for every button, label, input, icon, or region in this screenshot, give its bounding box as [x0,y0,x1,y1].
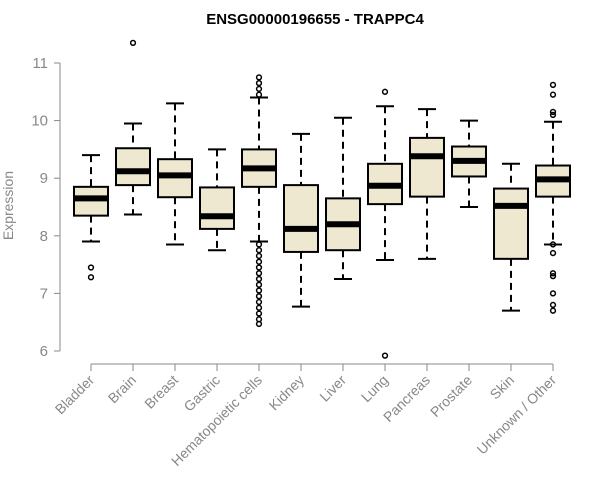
box-iqr [115,147,151,187]
box-iqr [199,186,235,230]
outlier-point [381,352,389,359]
box-iqr [409,136,445,198]
outlier-point [549,108,557,116]
x-tick-label: Breast [141,372,181,412]
y-tick-label: 6 [40,343,48,360]
x-tick-label: Bladder [52,372,98,418]
box-iqr [493,187,529,260]
box-prostate [451,119,487,208]
y-tick-label: 9 [40,170,48,187]
box-brain [115,39,151,216]
box-skin [493,162,529,312]
box-gastric [199,148,235,252]
y-tick-label: 10 [31,113,48,130]
outlier-point [255,91,263,98]
y-tick-label: 7 [40,285,48,302]
outlier-point [129,39,137,46]
chart-title: ENSG00000196655 - TRAPPC4 [206,11,424,28]
y-axis: 6 7 8 9 10 11 [31,55,60,360]
outlier-point [87,264,95,271]
outlier-point [255,287,263,294]
x-tick-label: Skin [487,372,518,403]
box-series [73,39,571,359]
box-hematopoietic-cells [241,74,277,328]
outlier-point [255,320,263,328]
outlier-point [255,270,263,277]
outlier-point [549,272,557,280]
outlier-point [255,74,263,81]
box-lung [367,88,403,359]
outlier-point [255,252,263,260]
box-breast [157,102,193,246]
outlier-point [255,275,263,283]
outlier-point [549,307,557,314]
x-tick-label: Lung [358,372,391,405]
outlier-point [549,270,557,277]
x-tick-label: Unknown / Other [474,372,560,458]
outlier-point [549,111,557,118]
x-tick-label: Prostate [427,372,475,420]
outlier-point [255,310,263,317]
outlier-point [549,91,557,98]
y-axis-label: Expression [0,171,16,240]
y-tick-label: 11 [32,55,48,72]
outlier-point [549,81,557,89]
outlier-point [87,274,95,281]
box-iqr [283,184,319,253]
outlier-point [549,301,557,309]
outlier-point [255,80,263,87]
outlier-point [381,88,389,95]
box-bladder [73,154,109,281]
box-pancreas [409,108,445,260]
outlier-point [255,304,263,311]
outlier-point [255,293,263,300]
x-tick-label: Pancreas [380,372,433,425]
x-tick-label: Liver [316,372,349,405]
outlier-point [549,249,557,257]
x-tick-label: Kidney [266,372,308,414]
outlier-point [549,241,557,248]
outlier-point [549,290,557,297]
outlier-point [255,85,263,93]
outlier-point [255,281,263,288]
box-liver [325,116,361,280]
outlier-point [255,258,263,265]
x-tick-label: Brain [105,372,139,406]
outlier-point [255,264,263,271]
outlier-point [255,298,263,306]
box-kidney [283,132,319,308]
box-unknown-other [535,81,571,314]
y-tick-label: 8 [40,228,48,245]
outlier-point [255,247,263,254]
outlier-point [255,241,263,248]
